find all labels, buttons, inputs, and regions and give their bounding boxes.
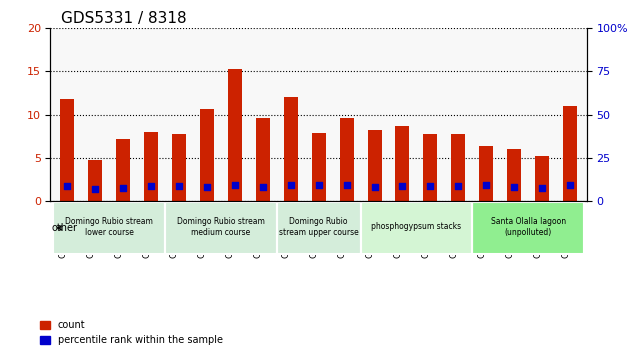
Bar	[116, 139, 130, 201]
Point	[398, 183, 408, 189]
FancyBboxPatch shape	[277, 202, 360, 254]
Point	[565, 182, 575, 188]
Bar	[228, 69, 242, 201]
FancyBboxPatch shape	[472, 202, 584, 254]
Bar	[396, 126, 410, 201]
Text: other: other	[51, 223, 77, 233]
Bar	[451, 133, 465, 201]
Point	[62, 183, 73, 189]
Bar	[535, 156, 549, 201]
Point	[118, 185, 128, 191]
Bar	[200, 109, 214, 201]
Legend: count, percentile rank within the sample: count, percentile rank within the sample	[37, 316, 227, 349]
Point	[370, 184, 380, 189]
Point	[481, 183, 492, 188]
Text: Domingo Rubio stream
medium course: Domingo Rubio stream medium course	[177, 217, 265, 236]
Point	[286, 182, 296, 187]
Bar	[284, 97, 298, 201]
Bar	[172, 133, 186, 201]
Point	[146, 183, 156, 189]
Point	[509, 184, 519, 189]
Text: Domingo Rubio stream
lower course: Domingo Rubio stream lower course	[65, 217, 153, 236]
Point	[453, 183, 463, 189]
Bar	[144, 132, 158, 201]
Bar	[367, 130, 382, 201]
Bar	[563, 106, 577, 201]
Text: GDS5331 / 8318: GDS5331 / 8318	[61, 11, 187, 26]
Point	[257, 184, 268, 190]
Bar	[423, 135, 437, 201]
FancyBboxPatch shape	[165, 202, 277, 254]
Point	[425, 183, 435, 189]
Text: Santa Olalla lagoon
(unpolluted): Santa Olalla lagoon (unpolluted)	[491, 217, 566, 236]
FancyBboxPatch shape	[360, 202, 472, 254]
Point	[230, 182, 240, 187]
Bar	[507, 149, 521, 201]
Bar	[312, 133, 326, 201]
Bar	[256, 118, 270, 201]
Text: Domingo Rubio
stream upper course: Domingo Rubio stream upper course	[279, 217, 358, 236]
Bar	[88, 160, 102, 201]
Point	[341, 182, 351, 188]
FancyBboxPatch shape	[53, 202, 165, 254]
Bar	[480, 146, 493, 201]
Bar	[339, 118, 353, 201]
Text: phosphogypsum stacks: phosphogypsum stacks	[372, 222, 461, 231]
Point	[90, 186, 100, 192]
Point	[174, 183, 184, 189]
Bar	[60, 99, 74, 201]
Point	[314, 183, 324, 188]
Point	[537, 185, 547, 190]
Point	[202, 184, 212, 190]
